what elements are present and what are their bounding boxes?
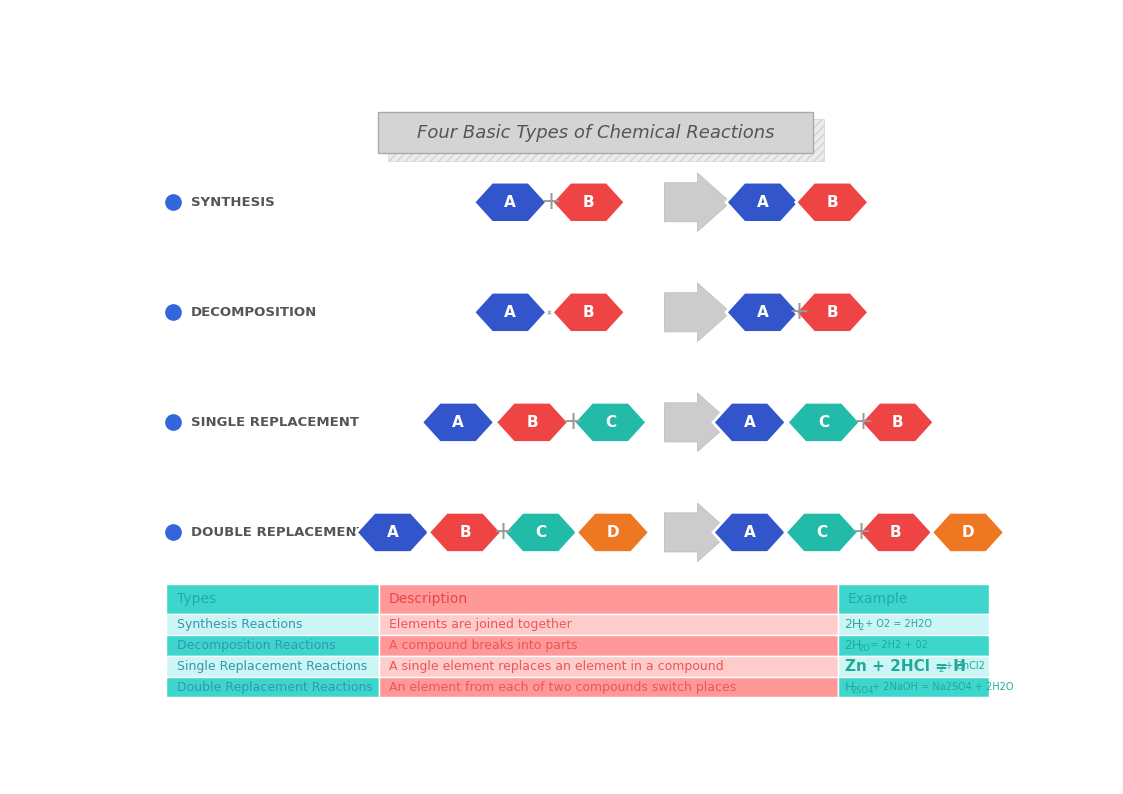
Polygon shape (495, 403, 568, 442)
FancyBboxPatch shape (166, 676, 378, 697)
Text: B: B (583, 195, 594, 210)
FancyBboxPatch shape (166, 614, 378, 634)
Text: A compound breaks into parts: A compound breaks into parts (390, 638, 577, 652)
FancyBboxPatch shape (166, 584, 378, 614)
Text: B: B (827, 305, 838, 320)
Text: Decomposition Reactions: Decomposition Reactions (177, 638, 336, 652)
Text: C: C (536, 525, 546, 540)
Text: +: + (788, 300, 810, 324)
Text: A: A (387, 525, 399, 540)
FancyBboxPatch shape (166, 656, 378, 676)
Polygon shape (576, 512, 649, 553)
Text: 2: 2 (938, 665, 943, 674)
Polygon shape (796, 182, 869, 222)
Polygon shape (859, 512, 932, 553)
FancyBboxPatch shape (838, 656, 989, 676)
FancyBboxPatch shape (378, 634, 838, 656)
Polygon shape (665, 283, 730, 341)
Text: + 2NaOH = Na2SO4 + 2H2O: + 2NaOH = Na2SO4 + 2H2O (869, 682, 1014, 692)
Text: A: A (757, 305, 768, 320)
Text: Types: Types (177, 592, 216, 606)
Polygon shape (504, 512, 577, 553)
Text: A: A (743, 415, 756, 430)
Text: + ZnCl2: + ZnCl2 (942, 661, 985, 671)
Text: DOUBLE REPLACEMENT: DOUBLE REPLACEMENT (191, 526, 366, 539)
FancyBboxPatch shape (378, 112, 813, 153)
Text: +: + (852, 410, 874, 434)
Text: A single element replaces an element in a compound: A single element replaces an element in … (390, 660, 723, 673)
Polygon shape (665, 173, 730, 232)
Text: C: C (605, 415, 615, 430)
Polygon shape (785, 512, 858, 553)
Text: Four Basic Types of Chemical Reactions: Four Basic Types of Chemical Reactions (417, 124, 774, 141)
Polygon shape (665, 503, 730, 562)
Polygon shape (665, 393, 730, 452)
Polygon shape (713, 512, 786, 553)
Text: A: A (504, 195, 517, 210)
FancyBboxPatch shape (166, 634, 378, 656)
FancyBboxPatch shape (378, 614, 838, 634)
Polygon shape (553, 292, 626, 333)
FancyBboxPatch shape (838, 634, 989, 656)
Polygon shape (421, 403, 494, 442)
Text: A: A (504, 305, 517, 320)
Text: A: A (743, 525, 756, 540)
Text: Example: Example (848, 592, 909, 606)
Polygon shape (861, 403, 934, 442)
Text: 2O: 2O (858, 644, 870, 653)
Text: 2SO4: 2SO4 (852, 686, 874, 695)
Polygon shape (727, 292, 800, 333)
Text: 2H: 2H (844, 618, 861, 630)
Polygon shape (574, 403, 647, 442)
Polygon shape (429, 512, 502, 553)
Text: = 2H2 + 02: = 2H2 + 02 (867, 640, 928, 650)
Text: B: B (459, 525, 471, 540)
Polygon shape (474, 182, 547, 222)
Polygon shape (787, 403, 860, 442)
Text: C: C (818, 415, 829, 430)
Text: B: B (527, 415, 538, 430)
Polygon shape (713, 403, 786, 442)
Text: Zn + 2HCl = H: Zn + 2HCl = H (844, 658, 966, 673)
Text: +: + (563, 410, 583, 434)
Text: Elements are joined together: Elements are joined together (390, 618, 572, 630)
Polygon shape (727, 182, 800, 222)
Text: H: H (844, 680, 853, 693)
FancyBboxPatch shape (378, 584, 838, 614)
Text: An element from each of two compounds switch places: An element from each of two compounds sw… (390, 680, 737, 693)
Text: Synthesis Reactions: Synthesis Reactions (177, 618, 302, 630)
Text: +: + (541, 191, 562, 214)
Text: D: D (606, 525, 619, 540)
Text: Description: Description (390, 592, 468, 606)
Text: SYNTHESIS: SYNTHESIS (191, 196, 275, 209)
Text: D: D (961, 525, 975, 540)
FancyBboxPatch shape (838, 614, 989, 634)
FancyBboxPatch shape (378, 656, 838, 676)
Text: +: + (850, 520, 871, 545)
FancyBboxPatch shape (378, 676, 838, 697)
Text: DECOMPOSITION: DECOMPOSITION (191, 306, 317, 319)
Text: Single Replacement Reactions: Single Replacement Reactions (177, 660, 367, 673)
Text: 2H: 2H (844, 638, 861, 652)
Text: A: A (453, 415, 464, 430)
Text: B: B (891, 525, 902, 540)
Text: B: B (583, 305, 594, 320)
Polygon shape (553, 182, 626, 222)
Polygon shape (356, 512, 429, 553)
FancyBboxPatch shape (838, 676, 989, 697)
FancyBboxPatch shape (838, 584, 989, 614)
Text: C: C (816, 525, 828, 540)
Polygon shape (931, 512, 1005, 553)
Text: SINGLE REPLACEMENT: SINGLE REPLACEMENT (191, 416, 359, 429)
Text: Double Replacement Reactions: Double Replacement Reactions (177, 680, 373, 693)
Text: + O2 = 2H2O: + O2 = 2H2O (862, 619, 932, 630)
Text: +: + (493, 520, 513, 545)
Text: B: B (827, 195, 838, 210)
Polygon shape (796, 292, 869, 333)
Polygon shape (474, 292, 547, 333)
Text: A: A (757, 195, 768, 210)
Text: B: B (892, 415, 903, 430)
FancyBboxPatch shape (389, 119, 823, 160)
Text: 2: 2 (858, 622, 864, 632)
